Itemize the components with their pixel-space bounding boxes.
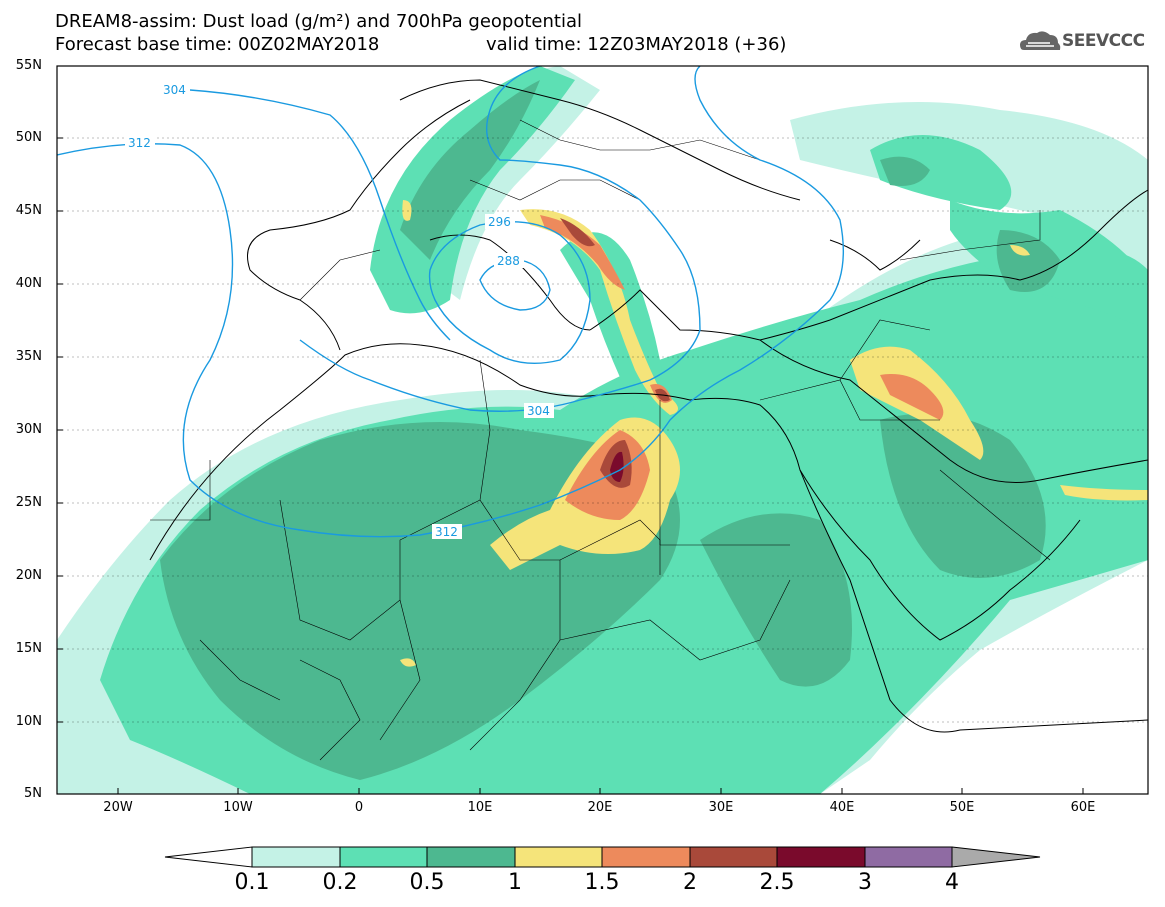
colorbar-tick-label: 0.5 (409, 870, 445, 895)
lon-label: 10W (223, 800, 253, 815)
forecast-base-time: Forecast base time: 00Z02MAY2018 (55, 34, 380, 55)
lat-label: 25N (15, 495, 42, 510)
axis-ticks (57, 65, 1084, 794)
valid-time: valid time: 12Z03MAY2018 (+36) (486, 34, 787, 55)
colorbar-bin-6 (776, 846, 866, 868)
svg-text:312: 312 (128, 136, 151, 150)
dust-level-2-5 (610, 451, 624, 482)
country-borders (150, 119, 1051, 761)
lon-label: 50E (949, 800, 975, 815)
lat-label: 30N (15, 422, 42, 437)
colorbar-tick-label: 4 (945, 870, 959, 895)
contour-label-288: 288 (494, 253, 524, 268)
colorbar-tick-label: 2 (683, 870, 697, 895)
colorbar-bin-4 (601, 846, 691, 868)
colorbar-tick-label: 1.5 (584, 870, 620, 895)
coastlines (149, 79, 1148, 733)
svg-text:304: 304 (163, 83, 186, 97)
contour-label-304-south: 304 (524, 403, 554, 418)
colorbar-tick-label: 0.2 (322, 870, 358, 895)
colorbar-bin-5 (689, 846, 778, 868)
svg-text:304: 304 (527, 404, 550, 418)
colorbar-under-triangle (164, 846, 253, 868)
lon-label: 30E (708, 800, 734, 815)
colorbar-bin-1 (339, 846, 428, 868)
contour-label-312-south: 312 (432, 524, 462, 539)
contour-labels: 304 312 296 288 304 312 (125, 82, 554, 539)
logo-text: SEEVCCC (1062, 31, 1145, 51)
contour-label-304-north: 304 (160, 82, 190, 97)
colorbar-bin-7 (864, 846, 953, 868)
lat-label: 45N (15, 203, 42, 218)
colorbar-bin-3 (514, 846, 603, 868)
lat-label: 50N (15, 130, 42, 145)
lat-label: 40N (15, 276, 42, 291)
colorbar-bin-2 (426, 846, 516, 868)
contour-label-296: 296 (485, 214, 515, 229)
colorbar-bin-0 (251, 846, 341, 868)
map-title: DREAM8-assim: Dust load (g/m²) and 700hP… (55, 11, 582, 32)
colorbar (164, 846, 1041, 868)
svg-text:312: 312 (435, 525, 458, 539)
svg-text:288: 288 (497, 254, 520, 268)
colorbar-tick-label: 1 (508, 870, 522, 895)
contour-label-312-west: 312 (125, 135, 155, 150)
cloud-logo-icon (1020, 31, 1061, 50)
lat-label: 20N (15, 568, 42, 583)
colorbar-over-triangle (951, 846, 1041, 868)
svg-text:296: 296 (488, 215, 511, 229)
lon-label: 20W (103, 800, 133, 815)
lon-label: 40E (829, 800, 855, 815)
lat-label: 15N (15, 641, 42, 656)
colorbar-tick-label: 3 (858, 870, 872, 895)
lat-label: 35N (15, 349, 42, 364)
lat-label: 55N (15, 58, 42, 73)
lon-label: 0 (354, 800, 364, 815)
lat-label: 10N (15, 714, 42, 729)
lat-label: 5N (24, 786, 42, 801)
lon-label: 60E (1070, 800, 1096, 815)
colorbar-tick-label: 2.5 (759, 870, 795, 895)
graticule (57, 137, 1148, 723)
colorbar-tick-label: 0.1 (234, 870, 270, 895)
lon-label: 10E (467, 800, 493, 815)
lon-label: 20E (587, 800, 613, 815)
